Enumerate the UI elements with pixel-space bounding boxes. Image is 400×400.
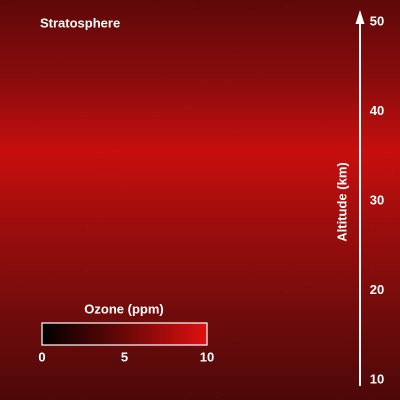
altitude-tick-label: 30: [370, 192, 384, 207]
altitude-tick-label: 40: [370, 103, 384, 118]
axis-label: Altitude (km): [334, 162, 349, 241]
title: Stratosphere: [40, 15, 120, 30]
colorbar-tick-label: 0: [38, 349, 45, 364]
colorbar-tick-label: 5: [121, 349, 128, 364]
colorbar: [41, 322, 208, 346]
colorbar-label: Ozone (ppm): [84, 301, 163, 316]
altitude-tick-label: 50: [370, 13, 384, 28]
altitude-tick-label: 20: [370, 282, 384, 297]
axis-arrow: [355, 10, 365, 24]
colorbar-tick-label: 10: [200, 349, 214, 364]
altitude-tick-label: 10: [370, 371, 384, 386]
